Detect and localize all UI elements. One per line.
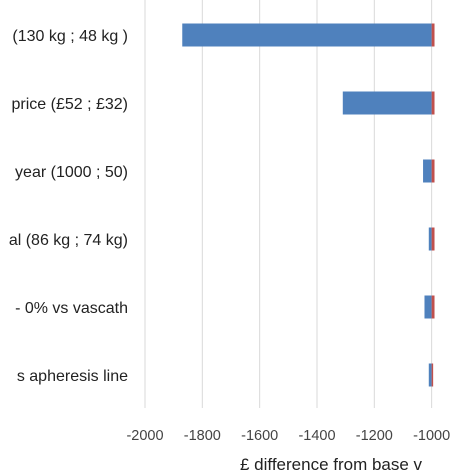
bar-series-1 (424, 295, 432, 319)
category-label: year (1000 ; 50) (15, 164, 128, 181)
bar-series-1 (423, 159, 432, 183)
bar-series-1 (428, 227, 432, 251)
bar-series-2 (431, 23, 435, 47)
bar-series-2 (431, 91, 435, 115)
bar-series-2 (431, 363, 434, 387)
category-labels: (130 kg ; 48 kg ) price (£52 ; £32) year (… (9, 28, 128, 385)
gridlines (144, 0, 433, 408)
bar-series-1 (428, 363, 432, 387)
x-tick-label: -1400 (298, 428, 335, 444)
category-label: price (£52 ; £32) (11, 96, 128, 113)
x-tick-labels: -2000-1800-1600-1400-1200-1000- (126, 428, 450, 444)
x-tick-label: -1800 (184, 428, 221, 444)
bar-series-1 (342, 91, 432, 115)
category-label: - 0% vs vascath (15, 300, 128, 317)
bar-series-2 (431, 295, 435, 319)
bars (182, 23, 435, 387)
category-label: (130 kg ; 48 kg ) (12, 28, 128, 45)
x-axis-title: £ difference from base v (240, 455, 423, 474)
x-tick-label: -2000 (126, 428, 163, 444)
category-label: al (86 kg ; 74 kg) (9, 232, 128, 249)
x-tick-label: -1200 (356, 428, 393, 444)
bar-series-2 (431, 159, 435, 183)
x-tick-label: -1600 (241, 428, 278, 444)
category-label: s apheresis line (17, 368, 128, 385)
x-tick-label: -1000 (413, 428, 450, 444)
bar-series-1 (182, 23, 432, 47)
bar-series-2 (431, 227, 435, 251)
